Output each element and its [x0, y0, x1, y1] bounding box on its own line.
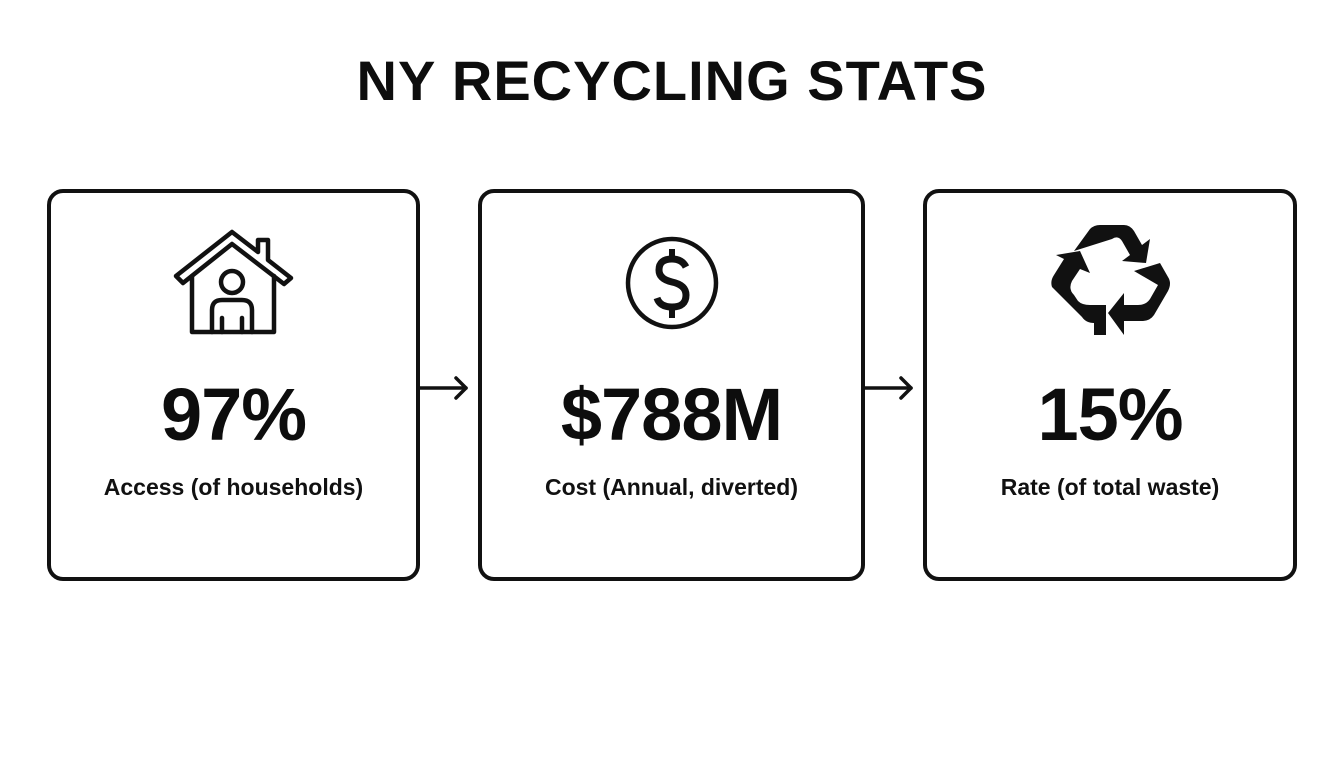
- arrow-right-icon: [419, 376, 468, 400]
- connector-arrow: [419, 374, 478, 402]
- stat-card-cost: $788M Cost (Annual, diverted): [478, 189, 865, 581]
- stat-value: 15%: [1037, 373, 1183, 456]
- house-person-icon: [169, 223, 299, 343]
- recycle-icon: [1045, 223, 1175, 343]
- stat-value: 97%: [160, 373, 307, 456]
- stat-label: Access (of households): [103, 474, 364, 500]
- stat-label: Rate (of total waste): [1000, 474, 1220, 500]
- dollar-circle-icon: [607, 223, 737, 343]
- connector-arrow: [864, 374, 923, 402]
- page-title: NY RECYCLING STATS: [356, 49, 988, 112]
- stat-label: Cost (Annual, diverted): [544, 474, 798, 500]
- stat-value: $788M: [560, 373, 783, 456]
- stat-card-rate: 15% Rate (of total waste): [923, 189, 1297, 581]
- stat-card-access: 97% Access (of households): [47, 189, 420, 581]
- arrow-right-icon: [864, 376, 913, 400]
